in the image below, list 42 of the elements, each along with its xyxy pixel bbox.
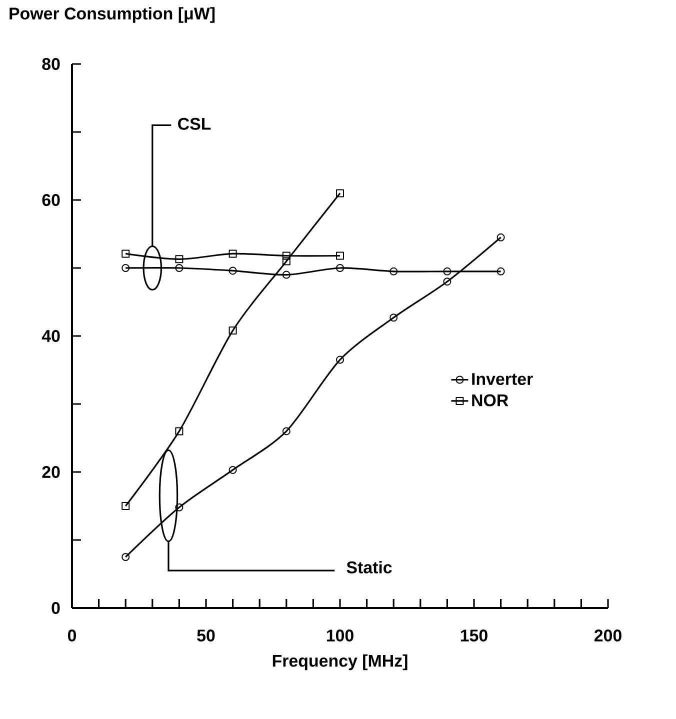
point bbox=[228, 466, 237, 474]
point bbox=[122, 264, 130, 272]
x-tick-label: 100 bbox=[326, 630, 354, 642]
point bbox=[228, 266, 237, 275]
x-axis-title: Frequency [MHz] bbox=[272, 654, 408, 670]
y-tick-label: 60 bbox=[42, 194, 60, 206]
point bbox=[496, 267, 505, 276]
y-tick-label: 40 bbox=[42, 330, 60, 342]
point bbox=[175, 255, 184, 264]
chart-title: Power Consumption [μW] bbox=[10, 7, 215, 23]
legend-label: NOR bbox=[472, 394, 508, 406]
point bbox=[228, 326, 237, 335]
y-tick-label: 80 bbox=[42, 58, 60, 70]
point bbox=[228, 250, 237, 258]
point bbox=[336, 252, 344, 260]
point bbox=[122, 502, 130, 510]
x-tick-label: 150 bbox=[460, 630, 488, 642]
point bbox=[122, 553, 130, 561]
point bbox=[336, 264, 344, 272]
y-tick-label: 0 bbox=[52, 602, 60, 614]
point bbox=[175, 427, 184, 436]
point bbox=[122, 250, 130, 258]
y-tick-label: 20 bbox=[42, 466, 60, 478]
point bbox=[336, 356, 344, 364]
x-tick-label: 200 bbox=[594, 630, 622, 642]
point bbox=[443, 267, 452, 276]
point bbox=[496, 233, 505, 242]
point bbox=[390, 267, 398, 276]
point bbox=[390, 314, 398, 322]
annotation: Static bbox=[346, 560, 392, 574]
x-tick-label: 50 bbox=[197, 630, 215, 642]
point bbox=[175, 264, 184, 272]
point bbox=[282, 252, 290, 260]
annotation: CSL bbox=[178, 118, 211, 130]
point bbox=[282, 427, 290, 436]
point bbox=[282, 270, 290, 279]
point bbox=[175, 503, 184, 512]
point bbox=[282, 257, 290, 266]
point bbox=[443, 278, 452, 286]
x-tick-label: 0 bbox=[68, 630, 76, 642]
legend-label: Inverter bbox=[472, 373, 533, 386]
point bbox=[336, 189, 344, 198]
